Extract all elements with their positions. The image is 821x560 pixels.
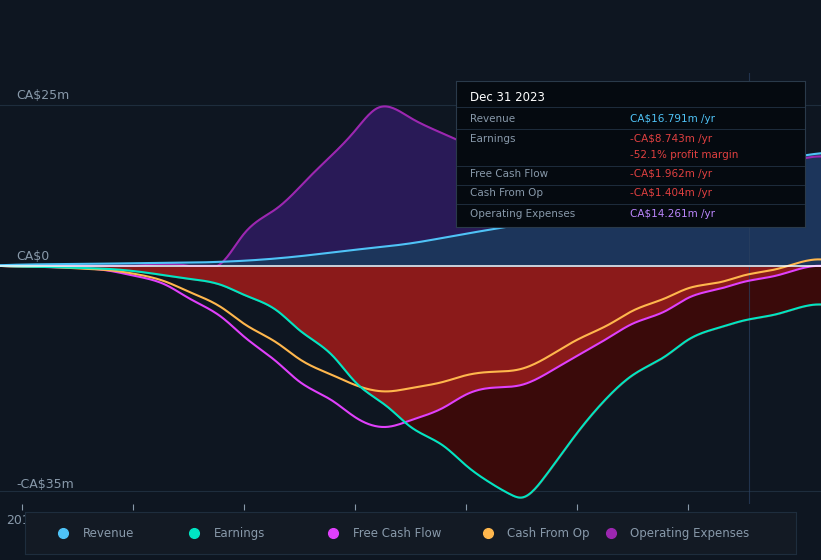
Text: Free Cash Flow: Free Cash Flow: [470, 169, 548, 179]
Text: Dec 31 2023: Dec 31 2023: [470, 91, 544, 104]
Text: -CA$35m: -CA$35m: [16, 478, 75, 491]
Text: Cash From Op: Cash From Op: [507, 527, 589, 540]
Text: Earnings: Earnings: [213, 527, 265, 540]
Text: CA$14.261m /yr: CA$14.261m /yr: [631, 209, 715, 219]
Text: Operating Expenses: Operating Expenses: [631, 527, 750, 540]
Text: Revenue: Revenue: [470, 114, 515, 124]
Text: CA$0: CA$0: [16, 250, 50, 263]
Text: CA$16.791m /yr: CA$16.791m /yr: [631, 114, 715, 124]
Text: -52.1% profit margin: -52.1% profit margin: [631, 151, 739, 161]
Text: -CA$1.962m /yr: -CA$1.962m /yr: [631, 169, 713, 179]
Text: Revenue: Revenue: [83, 527, 134, 540]
Text: Cash From Op: Cash From Op: [470, 188, 543, 198]
Text: Operating Expenses: Operating Expenses: [470, 209, 575, 219]
Text: CA$25m: CA$25m: [16, 89, 70, 102]
Text: -CA$1.404m /yr: -CA$1.404m /yr: [631, 188, 712, 198]
Text: Free Cash Flow: Free Cash Flow: [353, 527, 441, 540]
Text: Earnings: Earnings: [470, 134, 515, 144]
Text: -CA$8.743m /yr: -CA$8.743m /yr: [631, 134, 713, 144]
